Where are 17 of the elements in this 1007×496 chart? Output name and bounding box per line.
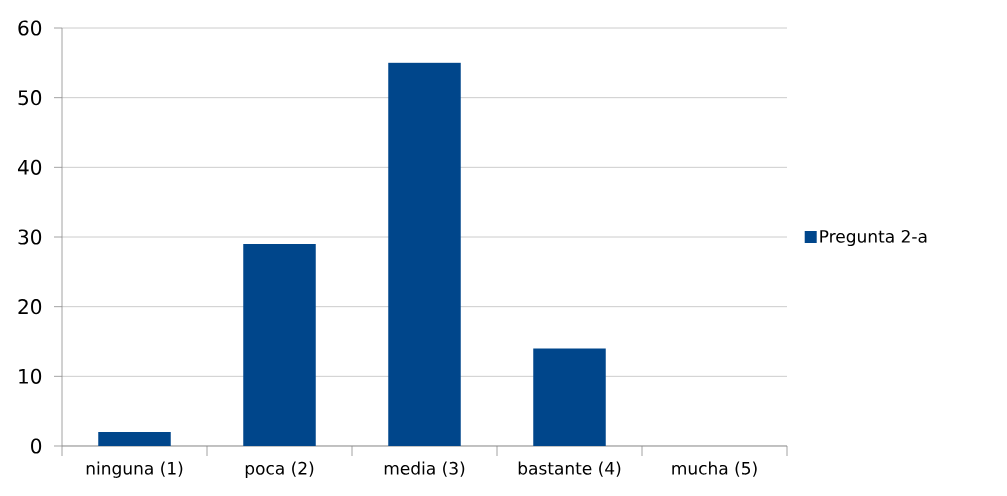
x-tick-label: media (3) (384, 461, 465, 477)
bar (388, 62, 461, 446)
y-tick-label: 10 (19, 368, 42, 384)
bar (98, 432, 171, 446)
bar (243, 243, 316, 446)
y-tick-label: 0 (31, 438, 42, 454)
y-tick-label: 40 (17, 159, 42, 175)
x-tick-label: bastante (4) (518, 461, 621, 477)
x-tick-label: poca (2) (245, 461, 314, 478)
y-tick-label: 60 (18, 20, 42, 36)
legend-label: Pregunta 2-a (820, 229, 927, 247)
y-tick-label: 50 (18, 90, 42, 106)
y-tick-label: 30 (18, 229, 42, 245)
bar (533, 348, 606, 446)
x-tick-label: ninguna (1) (86, 461, 183, 478)
y-tick-label: 20 (18, 299, 42, 315)
x-tick-label: mucha (5) (672, 461, 757, 477)
